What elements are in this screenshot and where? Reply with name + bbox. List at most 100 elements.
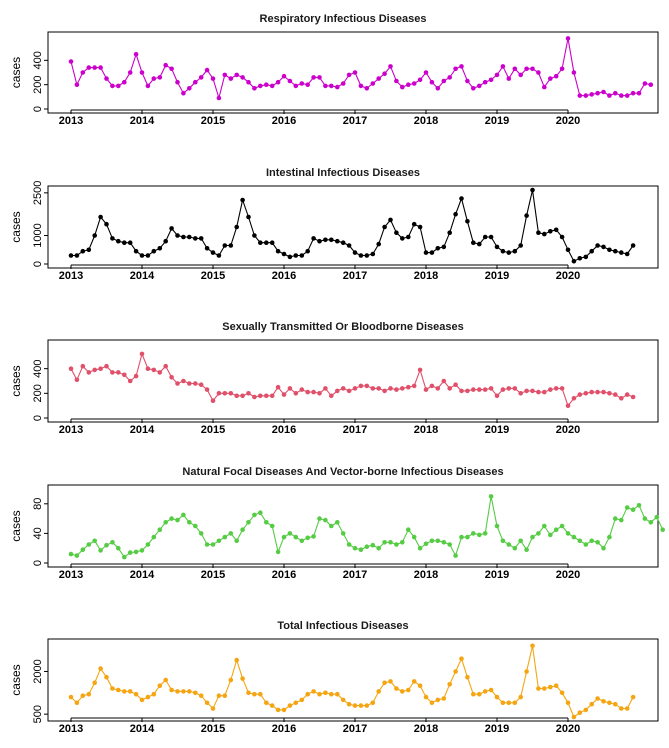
- data-point: [311, 689, 316, 694]
- x-tick-label: 2019: [485, 569, 509, 581]
- data-point: [92, 538, 97, 544]
- data-point: [157, 75, 163, 80]
- data-point: [429, 700, 435, 706]
- data-point: [305, 389, 311, 395]
- y-tick-label: 0: [32, 106, 44, 112]
- data-point: [559, 386, 565, 391]
- data-point: [417, 77, 423, 83]
- data-point: [228, 76, 234, 81]
- chart-title: Intestinal Infectious Diseases: [266, 167, 420, 179]
- data-point: [370, 542, 376, 548]
- data-point: [382, 224, 387, 230]
- data-point: [269, 703, 275, 708]
- data-point: [352, 545, 358, 551]
- data-point: [193, 79, 198, 85]
- y-tick-label: 400: [32, 51, 44, 69]
- x-tick-label: 2015: [201, 723, 225, 735]
- x-tick-label: 2013: [59, 569, 83, 581]
- y-tick-label: 400: [32, 359, 44, 377]
- data-point: [74, 700, 80, 706]
- data-point: [264, 520, 269, 525]
- data-point: [471, 387, 476, 392]
- data-point: [116, 687, 121, 693]
- data-point: [323, 237, 328, 243]
- data-point: [240, 527, 245, 532]
- x-tick-label: 2015: [201, 569, 225, 581]
- data-point: [595, 389, 600, 395]
- data-point: [607, 247, 612, 253]
- x-tick-label: 2019: [485, 115, 509, 127]
- data-point: [157, 246, 163, 251]
- data-point: [630, 90, 636, 96]
- data-point: [169, 66, 174, 72]
- data-point: [388, 540, 393, 545]
- data-point: [264, 82, 269, 87]
- data-point: [477, 691, 482, 697]
- data-point: [607, 534, 612, 540]
- data-point: [204, 700, 210, 706]
- data-point: [193, 690, 198, 696]
- x-tick-label: 2020: [556, 270, 580, 282]
- data-point: [258, 393, 263, 399]
- data-point: [447, 682, 453, 687]
- data-point: [204, 387, 210, 392]
- chart-panel-2: Intestinal Infectious Diseases cases 0 1000…: [9, 167, 659, 282]
- data-point: [358, 547, 364, 552]
- data-point: [110, 83, 115, 89]
- data-point: [287, 703, 293, 708]
- y-tick-label: 0: [32, 261, 44, 267]
- data-point: [352, 386, 358, 391]
- data-point: [127, 70, 133, 75]
- data-point: [299, 697, 305, 703]
- data-point: [441, 696, 447, 701]
- data-point: [163, 238, 168, 244]
- data-point: [601, 89, 606, 95]
- data-point: [281, 392, 287, 397]
- data-point: [80, 693, 86, 698]
- data-point: [406, 527, 411, 532]
- data-point: [116, 83, 121, 89]
- data-point: [198, 693, 204, 698]
- data-point: [559, 234, 565, 240]
- data-point: [394, 686, 399, 691]
- data-point: [234, 538, 239, 544]
- data-point: [193, 523, 198, 529]
- data-point: [86, 247, 92, 253]
- data-point: [193, 236, 198, 241]
- data-point: [595, 696, 600, 701]
- data-point: [624, 93, 630, 98]
- x-tick-label: 2020: [556, 569, 580, 581]
- data-point: [246, 79, 251, 85]
- chart-title: Respiratory Infectious Diseases: [260, 13, 427, 25]
- data-point: [92, 233, 97, 238]
- x-tick-label: 2014: [130, 424, 155, 436]
- data-point: [542, 523, 547, 529]
- data-point: [317, 238, 322, 244]
- data-point: [553, 683, 559, 688]
- data-point: [110, 686, 115, 691]
- data-point: [465, 78, 470, 84]
- plot-frame: [47, 339, 659, 423]
- data-point: [394, 542, 399, 547]
- data-point: [329, 393, 334, 399]
- data-point: [317, 391, 322, 396]
- data-point: [329, 83, 334, 89]
- data-point: [352, 703, 358, 708]
- data-point: [453, 66, 458, 72]
- data-point: [530, 66, 535, 72]
- data-point: [98, 548, 103, 553]
- data-point: [583, 707, 589, 713]
- data-point: [222, 534, 228, 540]
- data-point: [482, 79, 488, 85]
- data-point: [133, 248, 139, 254]
- data-point: [299, 387, 305, 392]
- data-point: [68, 253, 74, 258]
- data-point: [548, 532, 553, 538]
- data-point: [145, 694, 151, 700]
- data-point: [222, 693, 228, 698]
- data-point: [429, 383, 435, 389]
- x-tick-label: 2018: [414, 270, 438, 282]
- data-point: [518, 72, 523, 78]
- data-point: [441, 378, 447, 384]
- x-tick-label: 2017: [343, 424, 367, 436]
